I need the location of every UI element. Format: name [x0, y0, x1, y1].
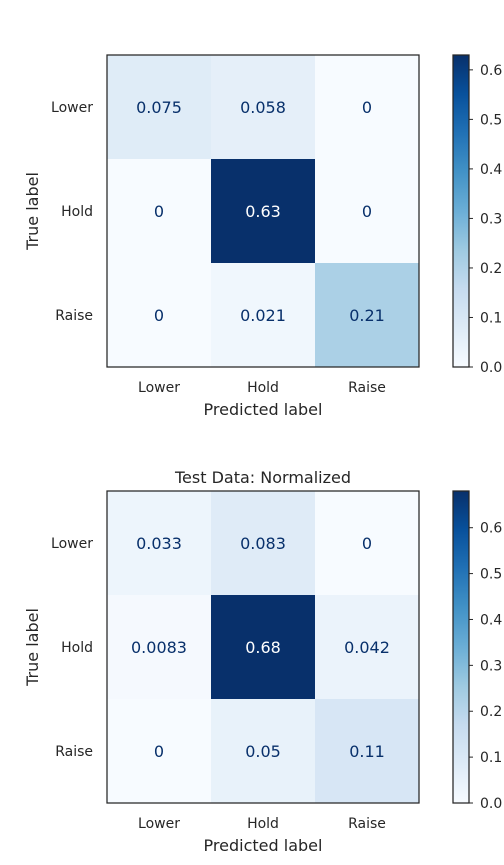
confusion-matrix-panel-1: 0.075 0.058 0 0 0.63 0 0 0.021 0.21 Lower Hold Rais…: [23, 54, 502, 419]
colorbar-tick-label: 0.4: [480, 162, 502, 178]
confusion-matrix-panel-2: Test Data: Normalized 0.033 0.083 0 0.0083 0…: [23, 468, 502, 855]
colorbar-tick-label: 0.6: [480, 63, 502, 79]
y-tick-label: Lower: [51, 100, 93, 116]
colorbar: [452, 490, 470, 804]
cell-value-label: 0.075: [136, 98, 182, 117]
x-tick-label: Lower: [138, 816, 180, 832]
cell-value-label: 0.63: [245, 202, 281, 221]
heatmap-cell: [315, 55, 419, 159]
colorbar-tick-label: 0.0: [480, 360, 502, 376]
heatmap-cell: [107, 595, 211, 699]
heatmap-cell: [211, 699, 315, 803]
heatmap-cell: [315, 159, 419, 263]
cell-value-label: 0: [362, 98, 372, 117]
heatmap-cell: [315, 263, 419, 367]
heatmap-cell: [107, 55, 211, 159]
y-axis-label: True label: [23, 608, 42, 687]
x-tick-label: Raise: [348, 816, 386, 832]
colorbar-tick-label: 0.5: [480, 112, 502, 128]
heatmap-cell: [107, 491, 211, 595]
colorbar-tick-label: 0.2: [480, 704, 502, 720]
cell-value-label: 0.11: [349, 742, 385, 761]
y-tick-label: Raise: [55, 308, 93, 324]
colorbar-tick-label: 0.4: [480, 612, 502, 628]
y-tick-label: Lower: [51, 536, 93, 552]
heatmap-cell: [315, 491, 419, 595]
chart-title: Test Data: Normalized: [174, 468, 351, 487]
heatmap-cell: [211, 595, 315, 699]
cell-value-label: 0: [154, 202, 164, 221]
heatmap-cell: [211, 159, 315, 263]
x-tick-label: Hold: [247, 380, 279, 396]
colorbar-tick-label: 0.3: [480, 658, 502, 674]
heatmap-cell: [211, 263, 315, 367]
cell-value-label: 0.0083: [131, 638, 187, 657]
cell-value-label: 0: [362, 534, 372, 553]
cell-value-label: 0.021: [240, 306, 286, 325]
colorbar-tick-label: 0.5: [480, 567, 502, 583]
cell-value-label: 0.033: [136, 534, 182, 553]
y-tick-label: Hold: [61, 640, 93, 656]
y-axis-label: True label: [23, 172, 42, 251]
cell-value-label: 0: [154, 306, 164, 325]
heatmap-cell: [315, 699, 419, 803]
plot-frame: [106, 54, 420, 368]
colorbar-tick-label: 0.3: [480, 211, 502, 227]
colorbar-tick-label: 0.6: [480, 521, 502, 537]
x-tick-label: Hold: [247, 816, 279, 832]
heatmap-cell: [315, 595, 419, 699]
colorbar-tick-label: 0.2: [480, 261, 502, 277]
cell-value-label: 0.042: [344, 638, 390, 657]
x-tick-label: Lower: [138, 380, 180, 396]
heatmap-cell: [107, 699, 211, 803]
cell-value-label: 0.083: [240, 534, 286, 553]
cell-value-label: 0.68: [245, 638, 281, 657]
colorbar-tick-label: 0.0: [480, 796, 502, 812]
cell-value-label: 0.05: [245, 742, 281, 761]
heatmap-cell: [107, 263, 211, 367]
colorbar: [452, 54, 470, 368]
x-axis-label: Predicted label: [204, 400, 323, 419]
plot-frame: [106, 490, 420, 804]
colorbar-tick-label: 0.1: [480, 310, 502, 326]
cell-value-label: 0: [154, 742, 164, 761]
x-tick-label: Raise: [348, 380, 386, 396]
x-axis-label: Predicted label: [204, 836, 323, 855]
y-tick-label: Hold: [61, 204, 93, 220]
cell-value-label: 0.058: [240, 98, 286, 117]
cell-value-label: 0.21: [349, 306, 385, 325]
cell-value-label: 0: [362, 202, 372, 221]
y-tick-label: Raise: [55, 744, 93, 760]
heatmap-cell: [107, 159, 211, 263]
heatmap-cell: [211, 491, 315, 595]
colorbar-tick-label: 0.1: [480, 750, 502, 766]
heatmap-cell: [211, 55, 315, 159]
